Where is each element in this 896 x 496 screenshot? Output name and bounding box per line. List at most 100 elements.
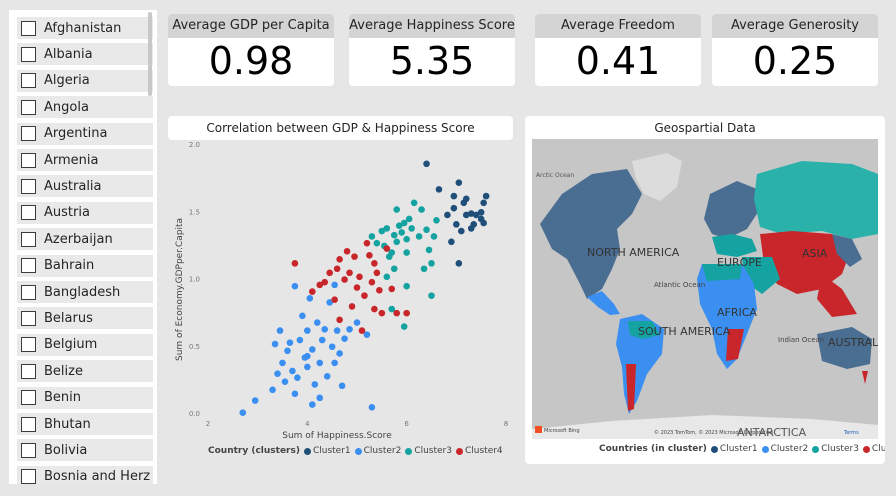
europe-north-shape[interactable] xyxy=(704,181,760,239)
data-point-cluster2[interactable] xyxy=(304,363,311,371)
data-point-cluster3[interactable] xyxy=(388,249,396,256)
data-point-cluster2[interactable] xyxy=(276,327,284,334)
data-point-cluster2[interactable] xyxy=(331,281,338,289)
slicer-item[interactable]: Bosnia and Herz xyxy=(17,465,153,484)
data-point-cluster4[interactable] xyxy=(371,305,378,313)
checkbox[interactable] xyxy=(21,178,36,194)
data-point-cluster2[interactable] xyxy=(291,282,299,290)
data-point-cluster2[interactable] xyxy=(296,336,304,344)
data-point-cluster2[interactable] xyxy=(346,325,353,333)
data-point-cluster4[interactable] xyxy=(333,265,341,273)
north-africa-shape[interactable] xyxy=(702,264,742,281)
map-terms-link[interactable]: Terms xyxy=(843,430,859,436)
checkbox[interactable] xyxy=(21,363,36,379)
data-point-cluster2[interactable] xyxy=(299,312,306,320)
data-point-cluster2[interactable] xyxy=(328,343,336,351)
data-point-cluster4[interactable] xyxy=(321,278,329,286)
slicer-item[interactable]: Afghanistan xyxy=(17,17,153,39)
asia-red-shape[interactable] xyxy=(760,231,852,294)
map-legend-item[interactable]: Cluster3 xyxy=(812,444,859,454)
slicer-item[interactable]: Bhutan xyxy=(17,413,153,435)
data-point-cluster2[interactable] xyxy=(251,397,259,404)
data-point-cluster2[interactable] xyxy=(313,319,321,326)
data-point-cluster1[interactable] xyxy=(480,219,487,227)
data-point-cluster1[interactable] xyxy=(450,192,458,200)
se-asia-shape[interactable] xyxy=(817,274,857,317)
data-point-cluster4[interactable] xyxy=(326,269,333,277)
scatter-legend-item[interactable]: Cluster4 xyxy=(455,446,503,456)
checkbox[interactable] xyxy=(21,20,36,36)
slicer-item[interactable]: Australia xyxy=(17,175,153,198)
data-point-cluster2[interactable] xyxy=(331,359,338,367)
data-point-cluster3[interactable] xyxy=(428,260,435,267)
data-point-cluster3[interactable] xyxy=(403,282,410,290)
data-point-cluster3[interactable] xyxy=(390,265,398,273)
checkbox[interactable] xyxy=(21,126,36,142)
data-point-cluster2[interactable] xyxy=(289,367,296,375)
slicer-item[interactable]: Bangladesh xyxy=(17,281,153,303)
new-zealand-shape[interactable] xyxy=(862,371,868,384)
slicer-item[interactable]: Belgium xyxy=(17,333,153,356)
data-point-cluster3[interactable] xyxy=(390,231,398,239)
data-point-cluster3[interactable] xyxy=(373,239,381,247)
data-point-cluster2[interactable] xyxy=(271,340,279,348)
data-point-cluster3[interactable] xyxy=(383,225,391,232)
data-point-cluster2[interactable] xyxy=(318,336,326,344)
africa-shape[interactable] xyxy=(697,264,757,369)
checkbox[interactable] xyxy=(21,310,36,326)
data-point-cluster1[interactable] xyxy=(477,208,485,216)
east-asia-shape[interactable] xyxy=(832,234,862,267)
data-point-cluster2[interactable] xyxy=(306,295,314,302)
data-point-cluster2[interactable] xyxy=(269,386,276,394)
data-point-cluster1[interactable] xyxy=(462,211,470,219)
data-point-cluster4[interactable] xyxy=(346,269,353,277)
map-legend-item[interactable]: Cluster4 xyxy=(862,444,885,454)
data-point-cluster2[interactable] xyxy=(304,352,311,360)
data-point-cluster2[interactable] xyxy=(291,390,299,398)
data-point-cluster3[interactable] xyxy=(415,233,423,240)
slicer-item[interactable]: Austria xyxy=(17,201,153,224)
data-point-cluster2[interactable] xyxy=(304,327,311,334)
russia-shape[interactable] xyxy=(754,161,878,239)
data-point-cluster3[interactable] xyxy=(395,222,403,229)
data-point-cluster1[interactable] xyxy=(448,238,455,246)
slicer-item[interactable]: Albania xyxy=(17,43,153,66)
data-point-cluster1[interactable] xyxy=(472,211,480,219)
scatter-chart-panel[interactable]: Correlation between GDP & Happiness Scor… xyxy=(168,116,513,464)
data-point-cluster4[interactable] xyxy=(331,296,338,303)
data-point-cluster4[interactable] xyxy=(358,327,366,334)
checkbox[interactable] xyxy=(21,337,36,353)
data-point-cluster2[interactable] xyxy=(286,339,294,347)
data-point-cluster1[interactable] xyxy=(462,195,470,203)
checkbox[interactable] xyxy=(21,390,36,406)
country-slicer[interactable]: Afghanistan Albania Algeria Angola Argentina… xyxy=(9,10,157,484)
data-point-cluster4[interactable] xyxy=(353,284,361,291)
data-point-cluster3[interactable] xyxy=(393,238,401,246)
checkbox[interactable] xyxy=(21,416,36,432)
data-point-cluster3[interactable] xyxy=(393,206,401,213)
checkbox[interactable] xyxy=(21,73,36,89)
data-point-cluster2[interactable] xyxy=(321,325,329,333)
map-legend-item[interactable]: Cluster2 xyxy=(761,444,808,454)
map-legend-item[interactable]: Cluster1 xyxy=(710,444,758,454)
data-point-cluster4[interactable] xyxy=(361,292,368,299)
data-point-cluster2[interactable] xyxy=(294,374,301,381)
slicer-item[interactable]: Armenia xyxy=(17,149,153,171)
checkbox[interactable] xyxy=(21,231,36,247)
data-point-cluster1[interactable] xyxy=(480,199,487,207)
scatter-legend-item[interactable]: Cluster3 xyxy=(405,446,452,456)
data-point-cluster2[interactable] xyxy=(363,331,371,338)
data-point-cluster4[interactable] xyxy=(388,285,396,293)
data-point-cluster3[interactable] xyxy=(400,323,408,330)
slicer-scrollbar[interactable] xyxy=(148,12,152,96)
data-point-cluster1[interactable] xyxy=(467,225,475,232)
scatter-legend-item[interactable]: Cluster2 xyxy=(354,446,401,456)
data-point-cluster2[interactable] xyxy=(353,319,361,326)
data-point-cluster3[interactable] xyxy=(400,219,408,227)
data-point-cluster3[interactable] xyxy=(430,233,438,240)
data-point-cluster1[interactable] xyxy=(455,179,463,186)
europe-south-shape[interactable] xyxy=(712,234,757,257)
australia-shape[interactable] xyxy=(817,327,872,369)
data-point-cluster4[interactable] xyxy=(383,245,391,252)
data-point-cluster2[interactable] xyxy=(284,347,291,355)
